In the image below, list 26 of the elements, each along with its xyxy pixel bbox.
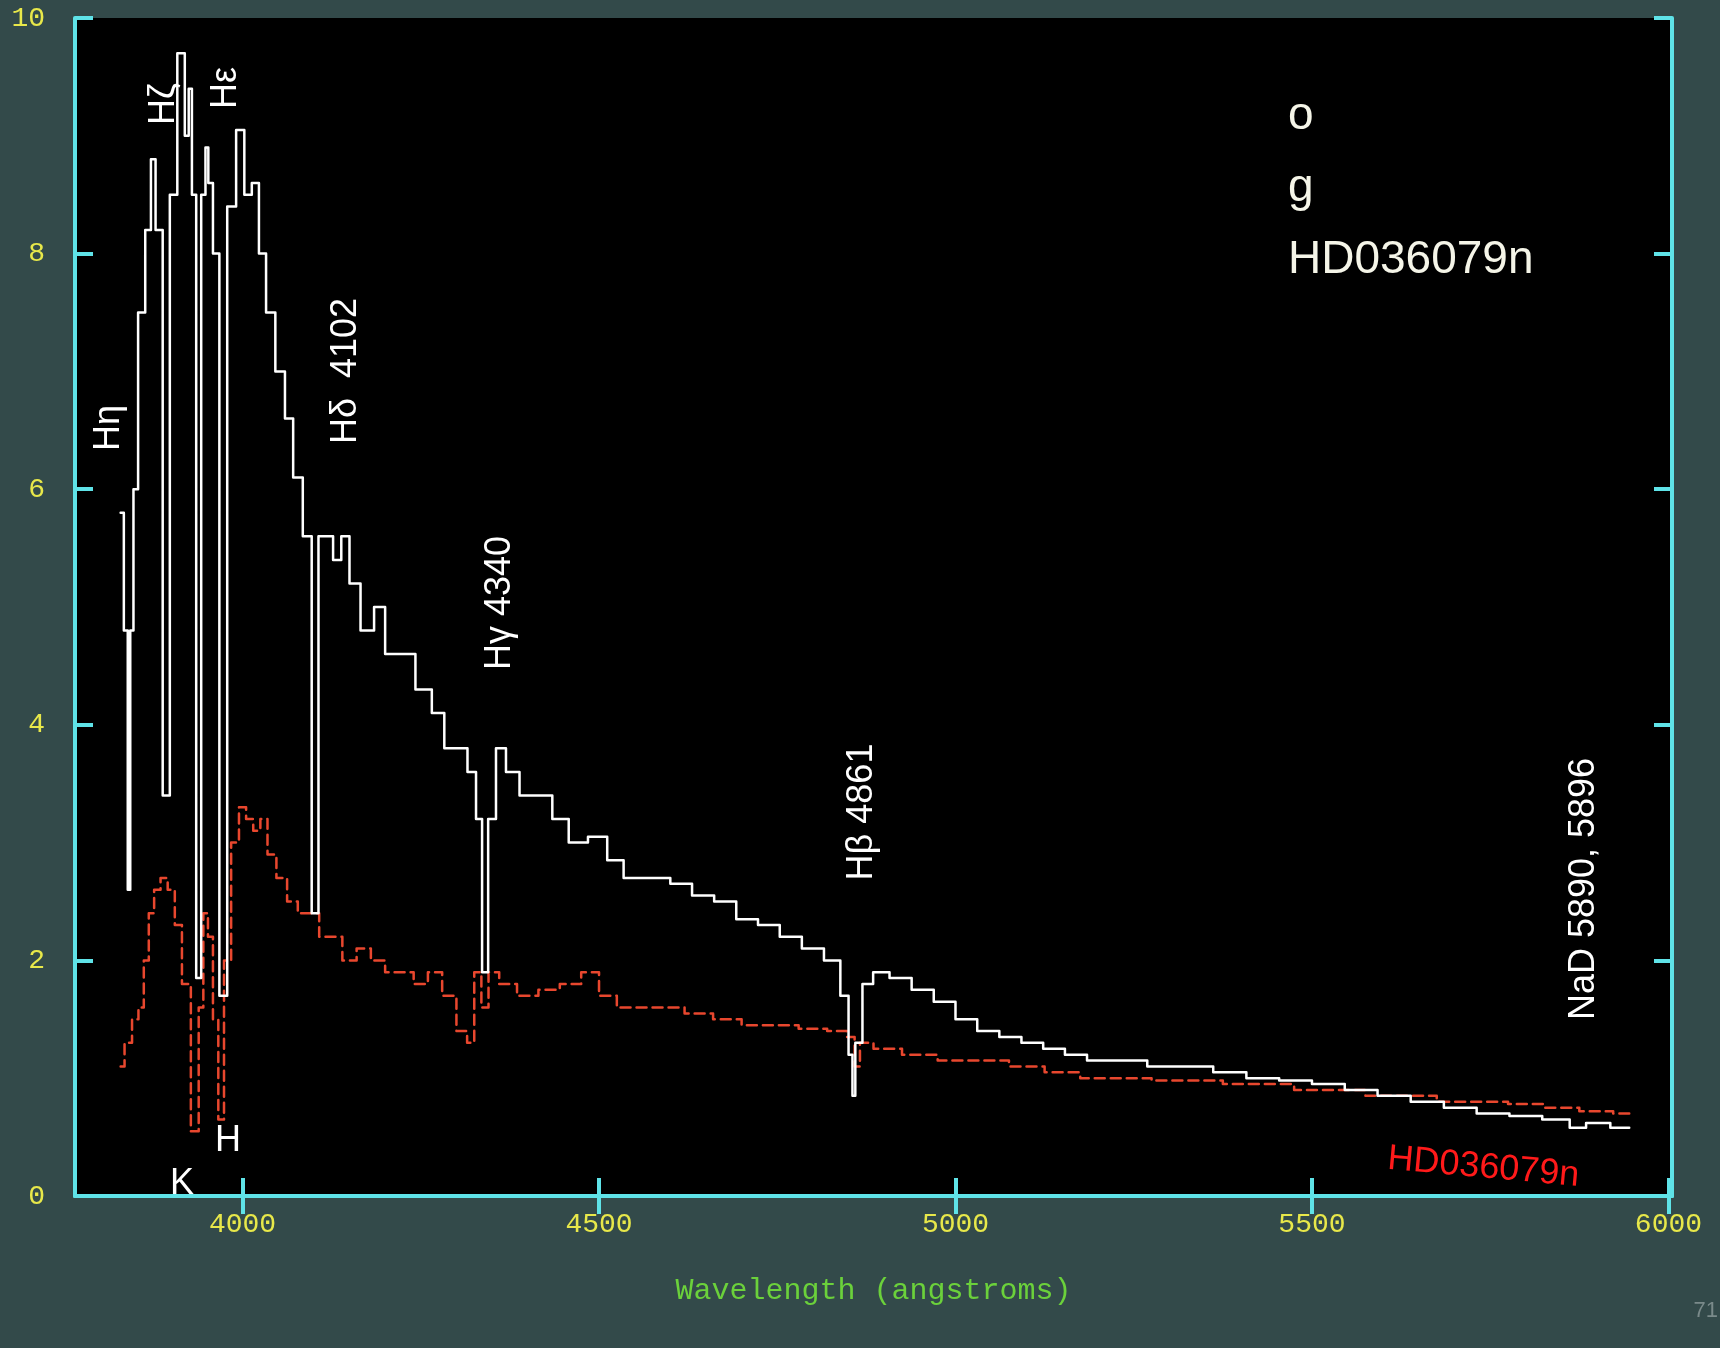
y-tick-label: 4	[28, 709, 45, 741]
y-tick-label: 10	[11, 2, 45, 34]
annotation: Hε	[202, 66, 244, 110]
annotation: HD036079n	[1288, 231, 1534, 283]
y-tick-label: 8	[28, 238, 45, 270]
x-tick-label: 5500	[1278, 1208, 1346, 1240]
annotation: Hδ 4102	[322, 297, 364, 445]
annotation: Hγ 4340	[476, 535, 518, 671]
x-tick-label: 6000	[1634, 1208, 1703, 1240]
x-tick-label: 5000	[921, 1208, 990, 1240]
annotation: K	[169, 1160, 195, 1202]
annotation: Hη	[85, 404, 127, 452]
annotation: NaD 5890, 5896	[1560, 757, 1602, 1021]
x-axis-title: Wavelength (angstroms)	[675, 1274, 1072, 1308]
x-tick-label: 4000	[208, 1208, 277, 1240]
annotation: g	[1288, 159, 1314, 211]
annotation: Hζ	[140, 82, 182, 125]
annotation: H	[215, 1117, 241, 1159]
y-tick-label: 0	[28, 1180, 45, 1212]
annotation: Hβ 4861	[838, 743, 880, 881]
y-tick-label: 2	[28, 944, 45, 976]
text: 71	[1693, 1296, 1719, 1322]
y-tick-label: 6	[28, 473, 45, 505]
text: HD036079n	[1386, 1135, 1582, 1194]
x-tick-label: 4500	[565, 1208, 633, 1240]
annotation: o	[1288, 87, 1314, 139]
